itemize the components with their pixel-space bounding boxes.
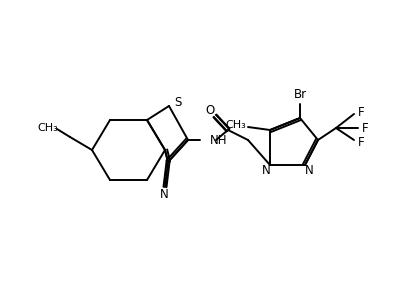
Text: N: N	[160, 189, 168, 201]
Text: CH₃: CH₃	[226, 120, 246, 130]
Text: O: O	[205, 103, 214, 117]
Text: Br: Br	[293, 88, 306, 100]
Text: F: F	[358, 105, 364, 119]
Text: N: N	[305, 164, 314, 178]
Text: S: S	[174, 97, 181, 109]
Text: NH: NH	[210, 134, 227, 147]
Text: CH₃: CH₃	[38, 123, 59, 133]
Text: F: F	[362, 122, 369, 134]
Text: F: F	[358, 136, 364, 148]
Text: N: N	[262, 164, 270, 178]
